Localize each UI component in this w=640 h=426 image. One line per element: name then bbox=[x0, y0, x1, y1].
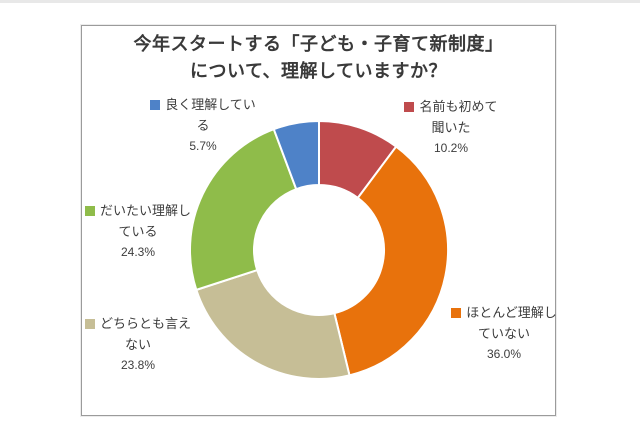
label-percent: 5.7% bbox=[189, 139, 217, 153]
data-label-first-heard: 名前も初めて 聞いた 10.2% bbox=[390, 96, 512, 159]
label-line: 名前も初めて bbox=[390, 96, 512, 117]
donut-segment-1 bbox=[333, 145, 449, 377]
label-text: 名前も初めて bbox=[419, 99, 498, 114]
label-percent: 24.3% bbox=[120, 245, 156, 259]
label-text: ていない bbox=[477, 326, 530, 341]
data-label-mostly-understood: だいたい理解し ている 24.3% bbox=[80, 200, 196, 263]
chart-title: 今年スタートする「子ども・子育て新制度」 について、理解していますか？ bbox=[82, 31, 555, 85]
donut-segment-2 bbox=[195, 269, 351, 380]
label-text: ている bbox=[118, 224, 158, 239]
page-top-strip bbox=[0, 0, 640, 3]
label-text: ほとんど理解し bbox=[466, 305, 557, 320]
donut-segment-3 bbox=[189, 128, 298, 291]
label-text: 聞いた bbox=[431, 120, 471, 135]
label-line: ほとんど理解し bbox=[443, 302, 565, 323]
label-text: ない bbox=[124, 337, 151, 352]
label-line: だいたい理解し bbox=[80, 200, 196, 221]
legend-marker-blue-icon bbox=[150, 100, 161, 110]
data-label-hardly-understood: ほとんど理解し ていない 36.0% bbox=[443, 302, 565, 365]
legend-marker-red-icon bbox=[404, 102, 415, 112]
label-text: 良く理解してい bbox=[165, 97, 256, 112]
legend-marker-orange-icon bbox=[451, 308, 462, 318]
label-text: だいたい理解し bbox=[99, 203, 191, 218]
legend-marker-tan-icon bbox=[84, 319, 95, 329]
label-percent: 36.0% bbox=[486, 347, 522, 361]
legend-marker-green-icon bbox=[84, 206, 95, 216]
chart-title-line1: 今年スタートする「子ども・子育て新制度」 bbox=[133, 34, 504, 54]
donut-segment-4 bbox=[272, 120, 320, 191]
label-line: 良く理解してい bbox=[140, 94, 266, 115]
label-percent: 23.8% bbox=[120, 358, 156, 372]
label-text: どちらとも言え bbox=[99, 316, 191, 331]
label-text: る bbox=[196, 118, 210, 133]
label-percent: 10.2% bbox=[433, 141, 469, 155]
chart-title-line2: について、理解していますか？ bbox=[189, 61, 448, 81]
data-label-neither: どちらとも言え ない 23.8% bbox=[82, 313, 194, 376]
label-line: どちらとも言え bbox=[82, 313, 194, 334]
data-label-well-understood: 良く理解してい る 5.7% bbox=[140, 94, 266, 157]
